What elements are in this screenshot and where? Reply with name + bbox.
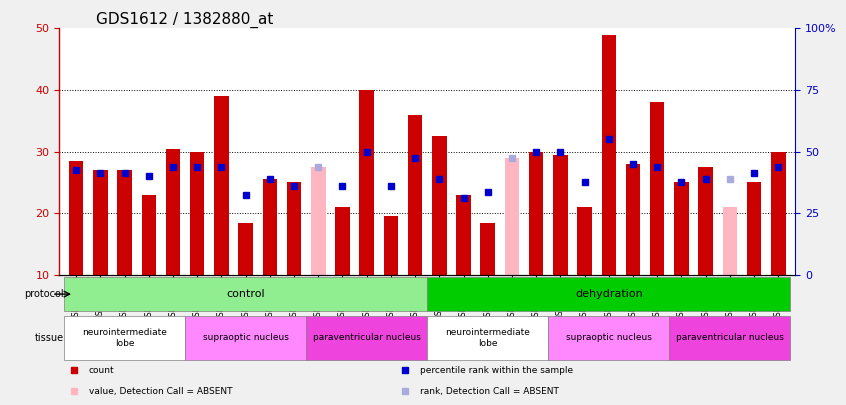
Bar (505, 158, 519, 275)
Text: value, Detection Call = ABSENT: value, Detection Call = ABSENT (89, 387, 232, 396)
Text: paraventricular nucleus: paraventricular nucleus (313, 333, 420, 343)
Text: neurointermediate
lobe: neurointermediate lobe (445, 328, 530, 347)
Bar (166, 149, 180, 275)
Text: GDS1612 / 1382880_at: GDS1612 / 1382880_at (96, 12, 273, 28)
Text: dehydration: dehydration (575, 289, 643, 299)
Bar (408, 115, 422, 275)
FancyBboxPatch shape (185, 316, 306, 360)
Text: neurointermediate
lobe: neurointermediate lobe (82, 328, 167, 347)
Bar (383, 216, 398, 275)
FancyBboxPatch shape (427, 316, 548, 360)
Bar (674, 183, 689, 275)
Text: paraventricular nucleus: paraventricular nucleus (676, 333, 783, 343)
Text: protocol: protocol (25, 289, 64, 299)
FancyBboxPatch shape (64, 316, 185, 360)
Text: rank, Detection Call = ABSENT: rank, Detection Call = ABSENT (420, 387, 558, 396)
Bar (456, 195, 471, 275)
Bar (771, 151, 786, 275)
Text: percentile rank within the sample: percentile rank within the sample (420, 366, 573, 375)
Bar (529, 151, 543, 275)
Bar (190, 151, 205, 275)
Bar (602, 34, 616, 275)
FancyBboxPatch shape (306, 316, 427, 360)
FancyBboxPatch shape (548, 316, 669, 360)
Bar (722, 207, 737, 275)
Bar (335, 207, 349, 275)
Text: control: control (227, 289, 265, 299)
Bar (432, 136, 447, 275)
Bar (577, 207, 592, 275)
Bar (360, 90, 374, 275)
Bar (141, 195, 156, 275)
Bar (118, 170, 132, 275)
Bar (311, 167, 326, 275)
Bar (69, 161, 84, 275)
Bar (699, 167, 713, 275)
Text: tissue: tissue (35, 333, 64, 343)
Bar (287, 183, 301, 275)
Bar (626, 164, 640, 275)
FancyBboxPatch shape (64, 277, 427, 311)
Text: supraoptic nucleus: supraoptic nucleus (566, 333, 651, 343)
Bar (747, 183, 761, 275)
Bar (481, 222, 495, 275)
Bar (239, 222, 253, 275)
FancyBboxPatch shape (427, 277, 790, 311)
Bar (93, 170, 107, 275)
Bar (553, 155, 568, 275)
Bar (262, 179, 277, 275)
Text: supraoptic nucleus: supraoptic nucleus (203, 333, 288, 343)
Bar (650, 102, 664, 275)
Text: count: count (89, 366, 114, 375)
FancyBboxPatch shape (669, 316, 790, 360)
Bar (214, 96, 228, 275)
